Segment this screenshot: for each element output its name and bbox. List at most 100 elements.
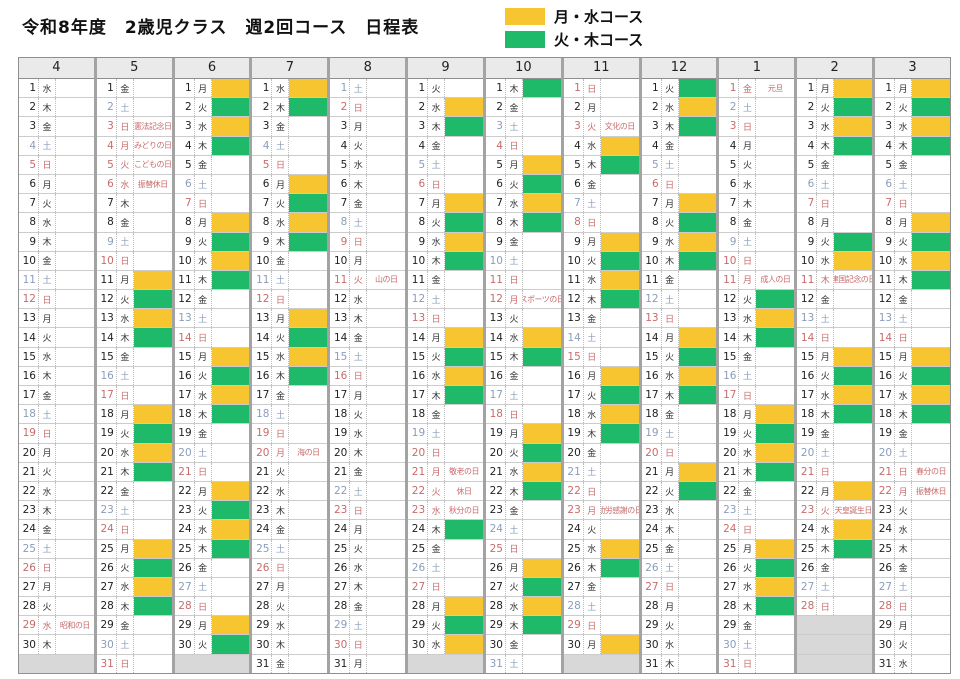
day-area	[601, 175, 639, 193]
day-area	[289, 347, 328, 366]
day-area	[912, 559, 950, 577]
day-weekday: 火	[39, 597, 56, 616]
day-weekday: 土	[272, 539, 290, 558]
day-area	[756, 213, 794, 231]
day-cell: 11木建国記念の日	[797, 270, 873, 291]
day-cell: 18 水	[563, 405, 639, 425]
day-weekday: 土	[584, 597, 601, 616]
day-weekday: 水	[895, 520, 913, 539]
holiday-label: 振替休日	[137, 179, 168, 189]
day-cell: 18 月	[96, 405, 172, 425]
day-weekday: 土	[506, 654, 523, 673]
day-number: 3	[642, 117, 662, 136]
day-number: 18	[797, 405, 818, 424]
day-number: 12	[175, 290, 195, 309]
day-area	[522, 481, 561, 501]
day-area	[211, 539, 250, 558]
day-area	[601, 482, 639, 500]
day-area	[211, 270, 250, 290]
day-area	[134, 520, 172, 538]
day-weekday: 金	[350, 194, 368, 213]
day-weekday: 火	[350, 136, 368, 155]
day-area	[834, 98, 873, 117]
day-number: 27	[875, 577, 896, 597]
day-number: 3	[97, 117, 117, 136]
day-weekday: 日	[895, 597, 913, 616]
day-area	[756, 137, 794, 155]
day-cell: 20 金	[563, 443, 639, 463]
day-area	[912, 79, 950, 98]
day-number: 1	[97, 79, 117, 98]
day-area	[912, 520, 950, 538]
day-area	[679, 175, 717, 193]
day-cell: 17 月	[330, 386, 406, 406]
day-area	[289, 194, 328, 213]
day-number: 13	[875, 309, 896, 328]
day-area	[56, 501, 94, 519]
day-number: 27	[564, 577, 584, 597]
day-number: 16	[564, 366, 584, 385]
month-column-2: 21月2火3水4木5金6土7日8月9火10水11木建国記念の日12金13土14日…	[797, 58, 876, 673]
day-area	[367, 444, 405, 462]
day-cell: 14 火	[252, 328, 328, 348]
day-number: 11	[408, 270, 429, 290]
day-number: 19	[330, 424, 351, 443]
page-title: 令和8年度 2歳児クラス 週2回コース 日程表	[22, 18, 420, 38]
day-number: 23	[486, 501, 506, 520]
day-area	[601, 597, 639, 615]
day-area	[912, 386, 950, 405]
day-number: 5	[875, 155, 896, 174]
day-cell: 16 火	[797, 366, 873, 386]
day-area	[756, 194, 794, 212]
empty-filler-cell	[408, 654, 483, 673]
day-weekday: 火	[272, 194, 290, 213]
day-number: 25	[97, 539, 117, 558]
day-cell: 12 土	[408, 290, 483, 310]
day-cell: 14 日	[797, 328, 873, 348]
day-cell: 16 金	[485, 366, 561, 386]
day-cell: 20 水	[96, 443, 172, 463]
day-weekday: 水	[272, 347, 290, 366]
holiday-label: 憲法記念日	[133, 121, 172, 131]
day-weekday: 月	[39, 443, 56, 462]
day-weekday: 水	[117, 174, 134, 194]
day-cell: 19 月	[485, 424, 561, 444]
day-number: 4	[408, 136, 429, 155]
day-number: 14	[175, 328, 195, 347]
day-weekday: 水	[662, 232, 679, 251]
day-number: 1	[330, 79, 351, 98]
day-weekday	[817, 616, 834, 634]
day-cell: 30 日	[330, 635, 406, 655]
day-cell: 4 月みどりの日	[96, 136, 172, 156]
month-rows-3: 1 月 2 火 3 水 4 木 5 金 6 土 7 日 8 月 9 火 10 水 11 木 12 金 13 土 14 日 15 月 16 火 1…	[875, 79, 950, 673]
holiday-label: 建国記念の日	[834, 275, 872, 285]
day-area	[56, 463, 94, 481]
day-number: 9	[252, 232, 273, 251]
day-number: 8	[252, 213, 273, 232]
day-weekday: 日	[39, 424, 56, 443]
day-weekday: 火	[428, 347, 446, 366]
day-area	[212, 424, 250, 442]
day-number: 31	[642, 654, 662, 673]
day-area	[912, 98, 950, 117]
day-weekday: 月	[584, 501, 601, 520]
day-number: 12	[408, 290, 429, 309]
day-area	[523, 367, 561, 385]
day-weekday: 土	[895, 443, 913, 462]
day-area	[212, 463, 250, 481]
day-weekday: 土	[584, 194, 601, 213]
day-area	[756, 386, 794, 404]
day-weekday: 木	[350, 577, 368, 597]
day-area	[367, 117, 405, 135]
month-column-1: 1 1 金元旦 2 土 3 日 4 月 5 火 6 水 7 木 8 金 9 土 10 日 11 月成人の日 12 火 13 水 14 木…	[719, 58, 798, 673]
day-weekday: 土	[117, 232, 134, 251]
day-weekday: 月	[895, 616, 913, 635]
day-number: 11	[719, 270, 740, 290]
day-weekday: 月	[195, 347, 212, 366]
day-weekday: 木	[739, 597, 757, 616]
